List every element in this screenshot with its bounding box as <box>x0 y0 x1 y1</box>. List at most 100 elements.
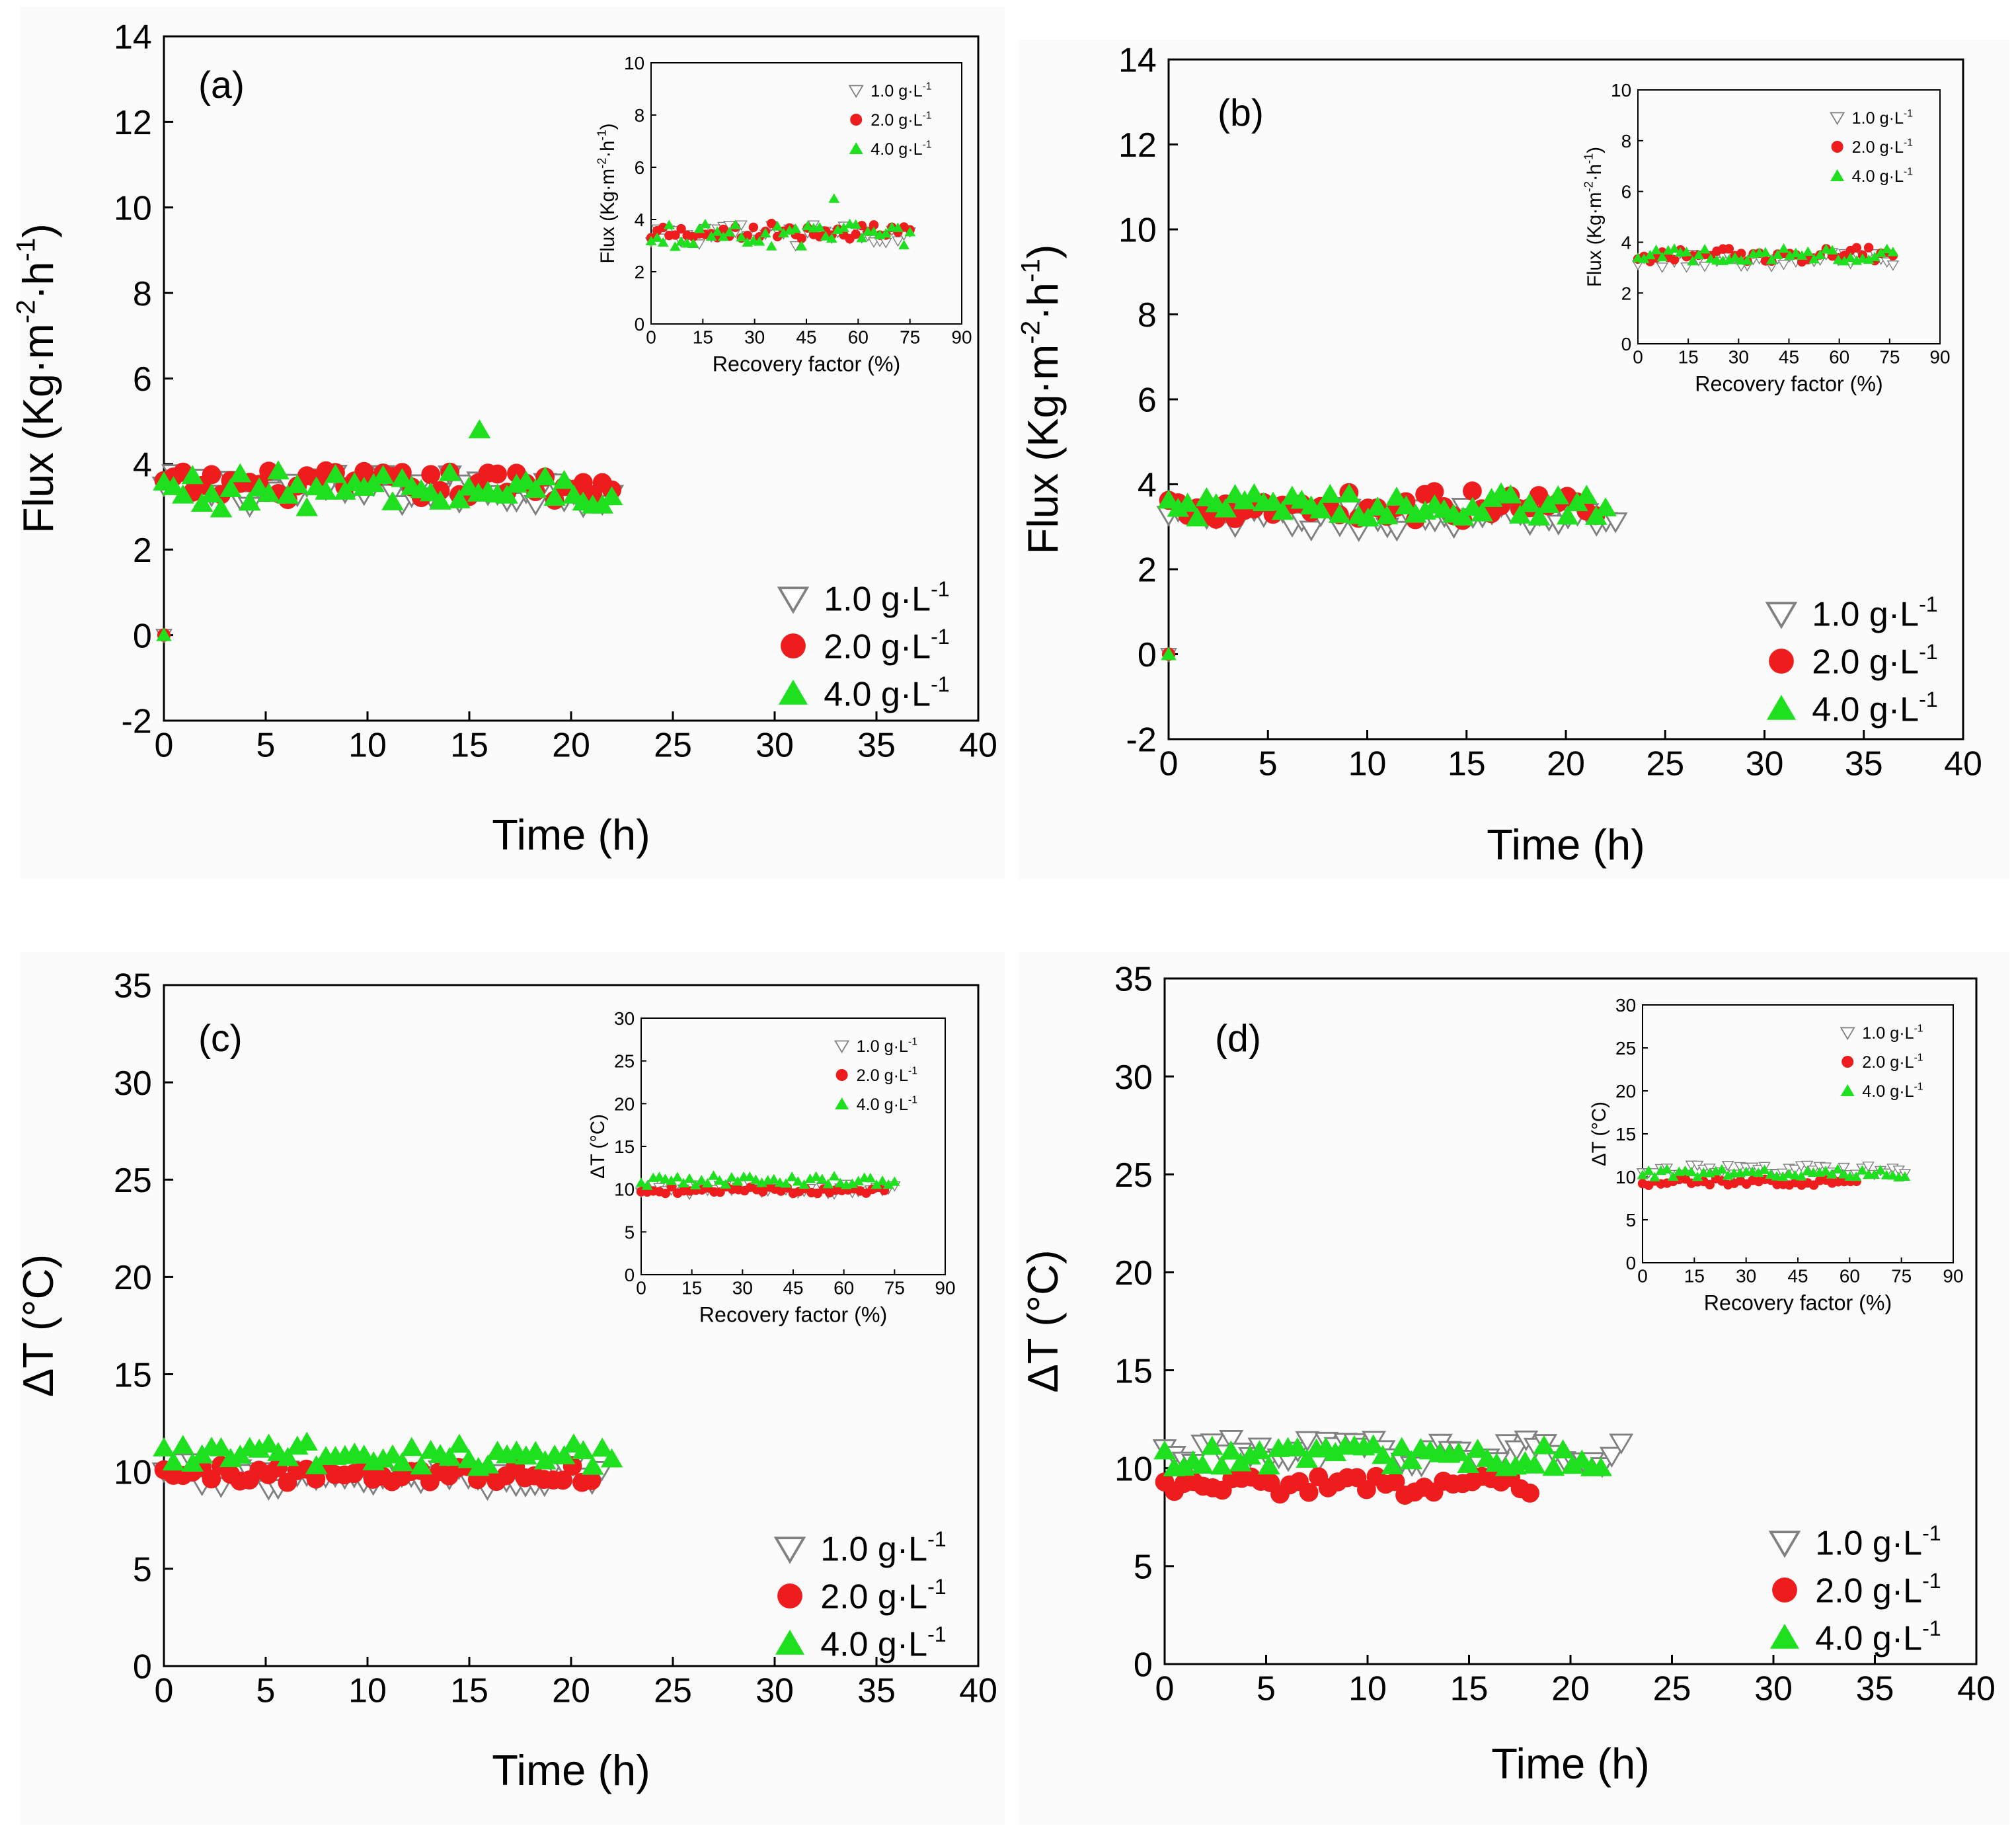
inset-data-point <box>1851 243 1861 253</box>
inset-data-point <box>1699 244 1711 254</box>
main-data-point <box>1424 482 1444 502</box>
inset-y-tick-label: 10 <box>1611 80 1631 100</box>
inset-y-tick-label: 0 <box>1621 334 1632 354</box>
main-data-point <box>306 1469 326 1489</box>
inset-x-tick-label: 60 <box>848 327 869 347</box>
main-x-tick-label: 0 <box>1159 745 1179 783</box>
main-x-tick-label: 30 <box>1746 745 1784 783</box>
inset-data-point <box>1765 1169 1777 1179</box>
main-y-tick-label: 14 <box>114 19 152 57</box>
main-data-point <box>1504 1440 1529 1462</box>
inset-data-point <box>765 241 777 251</box>
main-x-tick-label: 15 <box>1448 745 1486 783</box>
main-data-point <box>1390 1437 1413 1456</box>
inset-data-point <box>780 1178 792 1188</box>
main-y-tick-label: 0 <box>1138 636 1157 674</box>
inset-data-point <box>744 1171 756 1181</box>
inset-data-point <box>880 228 892 238</box>
main-data-point <box>1463 481 1482 501</box>
inset-data-point <box>657 237 669 247</box>
inset-legend-marker <box>835 1097 849 1109</box>
inset-data-point <box>715 1187 725 1197</box>
inset-y-tick-label: 0 <box>1626 1253 1637 1273</box>
main-data-point <box>1594 497 1617 517</box>
inset-data-point <box>1838 1169 1849 1179</box>
inset-data-point <box>850 219 862 229</box>
inset-x-axis-label: Recovery factor (%) <box>1695 372 1882 395</box>
inset-data-point <box>838 222 849 232</box>
main-x-tick-label: 5 <box>1259 745 1278 783</box>
inset-data-point <box>1887 1170 1898 1180</box>
inset-y-tick-label: 20 <box>1615 1081 1636 1101</box>
main-data-point <box>515 470 537 490</box>
inset-x-axis-label: Recovery factor (%) <box>713 352 900 376</box>
main-data-point <box>1547 485 1570 504</box>
inset-data-point <box>1777 1171 1789 1181</box>
main-data-point <box>1210 1455 1233 1475</box>
inset-x-tick-label: 30 <box>1736 1265 1756 1286</box>
inset-data-point <box>828 1171 840 1181</box>
inset-x-tick-label: 75 <box>1891 1265 1912 1286</box>
inset-y-tick-label: 8 <box>635 105 645 126</box>
inset-x-tick-label: 90 <box>951 327 972 347</box>
main-data-point <box>1243 483 1266 502</box>
panel-label: (a) <box>198 64 245 106</box>
inset-y-axis-label: ΔT (°C) <box>587 1114 609 1179</box>
main-legend-marker <box>777 586 810 614</box>
inset-data-point <box>1838 1162 1850 1174</box>
inset-data-point <box>695 1175 707 1185</box>
main-y-tick-label: 20 <box>114 1259 152 1297</box>
main-y-tick-label: 12 <box>1118 126 1157 165</box>
main-data-point <box>391 1452 414 1472</box>
main-data-point <box>488 464 507 484</box>
main-y-tick-label: -2 <box>122 703 152 741</box>
main-data-point <box>591 1437 613 1457</box>
inset-data-point <box>645 235 657 246</box>
main-x-tick-label: 10 <box>348 727 387 765</box>
inset-data-point <box>732 1175 744 1186</box>
main-data-point <box>1466 1439 1489 1458</box>
panel-d: 0 5 10 15 20 25 30 35 40 0 5 10 15 20 25 30 35 (d) Time (h… <box>1019 961 1996 1788</box>
main-legend-label: 1.0 g·L-1 <box>1812 592 1938 634</box>
main-data-point <box>1376 505 1399 525</box>
main-x-tick-label: 35 <box>1845 745 1883 783</box>
main-data-point <box>295 1431 319 1451</box>
inset-data-point <box>820 231 832 241</box>
main-legend-label: 2.0 g·L-1 <box>820 1575 947 1616</box>
inset-data-point <box>868 226 880 236</box>
main-x-tick-label: 5 <box>1257 1670 1276 1708</box>
main-data-point <box>1262 491 1284 511</box>
main-data-point <box>1385 1472 1405 1492</box>
main-y-tick-label: 20 <box>1114 1254 1153 1293</box>
inset-data-point <box>670 241 681 251</box>
main-data-point <box>533 1450 557 1470</box>
inset-data-point <box>826 233 837 243</box>
main-data-point <box>202 465 221 485</box>
inset-data-point <box>736 231 748 242</box>
inset-a: 0 15 30 45 60 75 90 0 2 4 6 8 10 Recovery factor (%) F… <box>596 53 972 376</box>
main-data-point <box>1520 1483 1540 1503</box>
main-data-point <box>1471 502 1494 522</box>
inset-data-point <box>651 232 663 242</box>
main-data-point <box>381 1444 404 1464</box>
inset-y-tick-label: 6 <box>635 157 645 178</box>
main-data-point <box>276 1447 299 1466</box>
inset-data-point <box>1796 250 1808 260</box>
inset-legend-marker <box>1842 1056 1854 1068</box>
inset-data-point <box>796 241 808 251</box>
main-y-tick-label: 4 <box>1138 466 1157 504</box>
inset-legend-label: 2.0 g·L-1 <box>871 110 931 130</box>
main-x-tick-label: 15 <box>1450 1670 1489 1708</box>
main-data-point <box>219 478 242 497</box>
main-data-point <box>172 484 194 504</box>
inset-data-point <box>1826 245 1838 255</box>
main-y-tick-label: 25 <box>114 1162 152 1200</box>
inset-data-point <box>635 1177 647 1187</box>
main-legend-label: 2.0 g·L-1 <box>1815 1569 1941 1611</box>
main-data-point <box>1414 500 1436 520</box>
inset-data-point <box>742 231 752 241</box>
main-legend-label: 2.0 g·L-1 <box>1812 640 1938 682</box>
main-legend-label: 4.0 g·L-1 <box>1815 1616 1941 1658</box>
main-legend-label: 4.0 g·L-1 <box>820 1622 947 1664</box>
